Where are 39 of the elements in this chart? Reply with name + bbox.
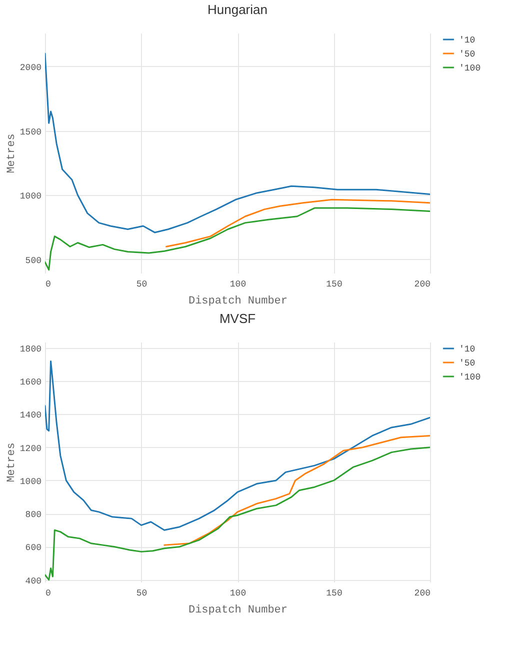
legend-label: '50 bbox=[459, 358, 476, 368]
line-series bbox=[45, 360, 430, 531]
x-axis-title: Dispatch Number bbox=[188, 296, 288, 308]
y-axis-title: Metres bbox=[6, 134, 18, 174]
y-tick-label: 1500 bbox=[20, 127, 42, 138]
x-tick-label: 200 bbox=[414, 280, 430, 290]
y-axis-title: Metres bbox=[6, 442, 18, 482]
x-tick-label: 50 bbox=[136, 280, 148, 290]
x-tick-label: 100 bbox=[230, 280, 246, 290]
x-tick-label: 150 bbox=[326, 280, 342, 290]
legend-label: '100 bbox=[459, 64, 481, 74]
y-tick-label: 1000 bbox=[20, 476, 42, 487]
chart-title: Hungarian bbox=[208, 2, 268, 17]
y-tick-label: 800 bbox=[25, 510, 42, 520]
legend-label: '10 bbox=[459, 344, 476, 354]
legend-label: '10 bbox=[459, 36, 476, 46]
x-tick-label: 150 bbox=[326, 588, 342, 598]
legend-label: '100 bbox=[459, 372, 481, 382]
line-series bbox=[45, 52, 430, 234]
x-tick-label: 200 bbox=[414, 588, 430, 598]
y-tick-label: 400 bbox=[25, 576, 42, 586]
legend-label: '50 bbox=[459, 50, 476, 60]
y-tick-label: 1600 bbox=[20, 378, 42, 388]
line-series bbox=[166, 198, 430, 248]
y-tick-label: 600 bbox=[25, 543, 42, 554]
y-tick-label: 2000 bbox=[20, 62, 42, 73]
x-tick-label: 0 bbox=[46, 588, 51, 598]
line-series bbox=[45, 207, 430, 271]
x-tick-label: 50 bbox=[136, 588, 148, 598]
chart-title: MVSF bbox=[219, 311, 256, 326]
x-tick-label: 0 bbox=[46, 280, 51, 290]
y-tick-label: 1800 bbox=[20, 344, 42, 354]
line-series bbox=[164, 434, 430, 546]
x-tick-label: 100 bbox=[230, 588, 246, 598]
y-tick-label: 1400 bbox=[20, 410, 42, 421]
x-axis-title: Dispatch Number bbox=[188, 604, 288, 616]
y-tick-label: 500 bbox=[25, 256, 42, 266]
y-tick-label: 1000 bbox=[20, 192, 42, 202]
y-tick-label: 1200 bbox=[20, 444, 42, 454]
